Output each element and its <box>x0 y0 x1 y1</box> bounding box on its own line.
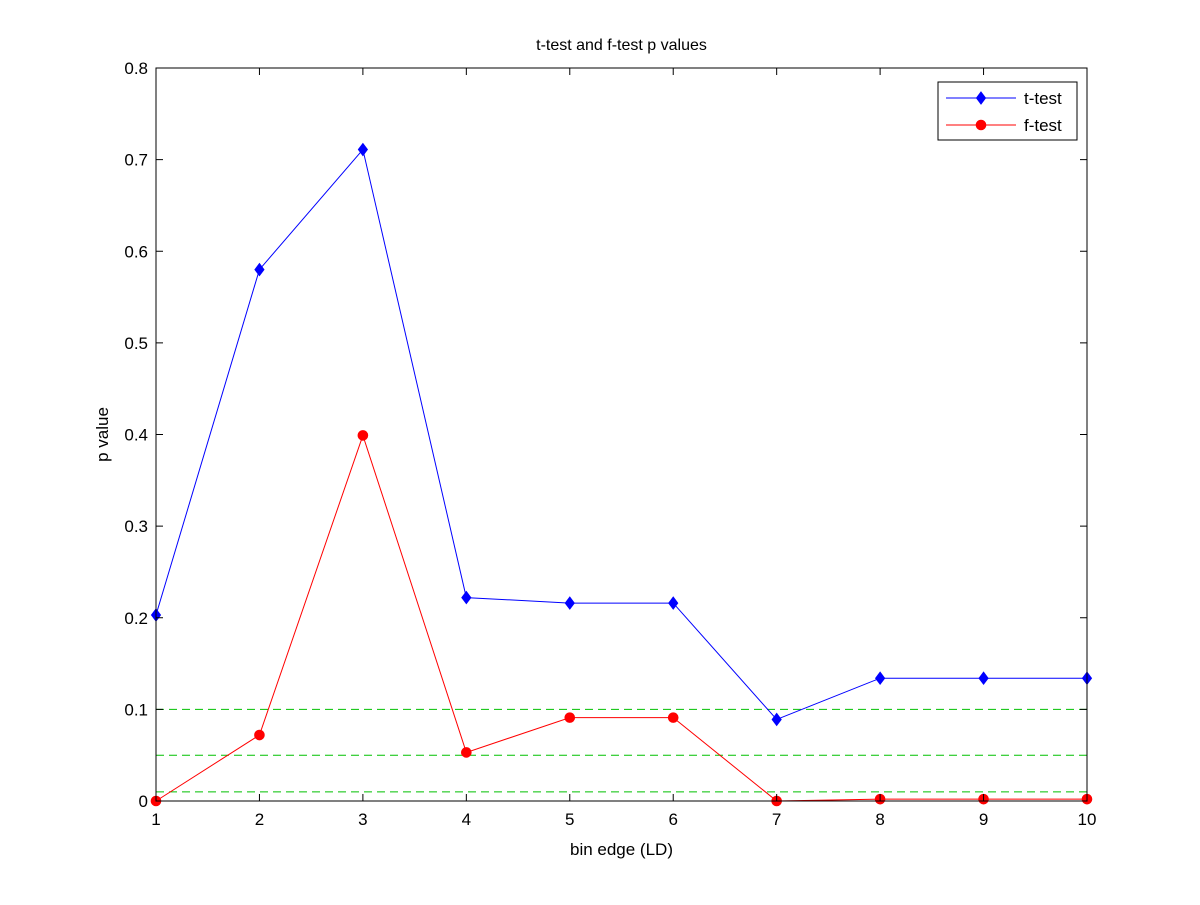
legend-marker <box>976 120 986 130</box>
x-tick-label: 3 <box>358 810 367 829</box>
x-tick-label: 6 <box>668 810 677 829</box>
data-point-f-test <box>255 730 265 740</box>
y-axis-label: p value <box>93 407 112 462</box>
x-axis-label: bin edge (LD) <box>570 840 673 859</box>
y-tick-label: 0.7 <box>124 151 148 170</box>
chart-title: t-test and f-test p values <box>536 37 707 54</box>
data-point-f-test <box>668 713 678 723</box>
x-tick-label: 5 <box>565 810 574 829</box>
x-tick-label: 8 <box>875 810 884 829</box>
y-tick-label: 0.2 <box>124 609 148 628</box>
x-tick-label: 9 <box>979 810 988 829</box>
y-tick-label: 0 <box>139 792 148 811</box>
y-tick-label: 0.4 <box>124 426 148 445</box>
y-tick-label: 0.8 <box>124 59 148 78</box>
legend: t-test f-test <box>938 82 1077 140</box>
x-tick-label: 7 <box>772 810 781 829</box>
x-tick-label: 1 <box>151 810 160 829</box>
data-point-f-test <box>358 431 368 441</box>
legend-label: t-test <box>1024 89 1062 108</box>
plot-area <box>156 68 1087 801</box>
y-tick-label: 0.1 <box>124 700 148 719</box>
x-tick-label: 10 <box>1078 810 1097 829</box>
y-tick-label: 0.5 <box>124 334 148 353</box>
x-tick-label: 2 <box>255 810 264 829</box>
y-tick-label: 0.3 <box>124 517 148 536</box>
data-point-f-test <box>565 713 575 723</box>
x-tick-label: 4 <box>462 810 471 829</box>
legend-label: f-test <box>1024 116 1062 135</box>
data-point-f-test <box>462 748 472 758</box>
y-tick-label: 0.6 <box>124 242 148 261</box>
